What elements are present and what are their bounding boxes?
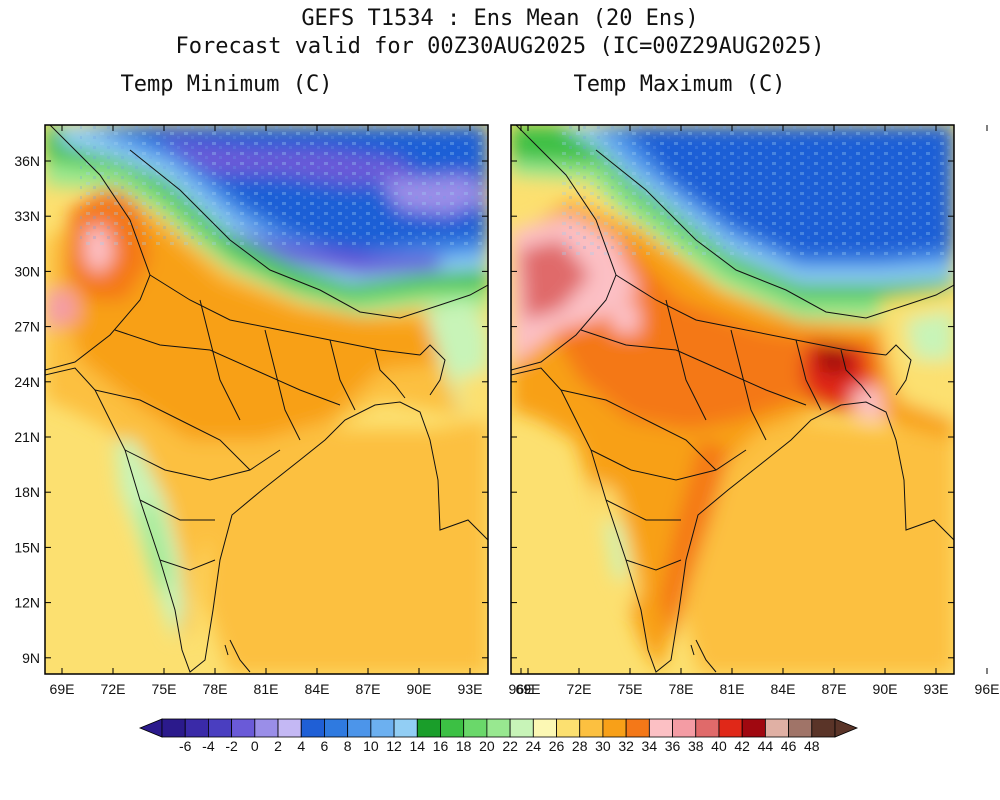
colorbar-swatch [718, 718, 743, 738]
lon-label: 75E [618, 681, 643, 697]
colorbar-swatch [324, 718, 349, 738]
lat-label: 18N [14, 484, 40, 500]
colorbar-swatch [277, 718, 302, 738]
colorbar-swatch [486, 718, 511, 738]
lat-label: 15N [14, 539, 40, 555]
colorbar-swatch [556, 718, 581, 738]
colorbar-swatch [370, 718, 395, 738]
lon-label: 96E [975, 681, 1000, 697]
colorbar-label: 36 [665, 738, 681, 754]
colorbar-label: -6 [179, 738, 192, 754]
colorbar-label: 10 [363, 738, 379, 754]
lat-label: 9N [22, 650, 40, 666]
chart-subtitle: Forecast valid for 00Z30AUG2025 (IC=00Z2… [175, 34, 825, 59]
colorbar-label: 42 [734, 738, 750, 754]
colorbar-label: 22 [502, 738, 518, 754]
colorbar-swatch [393, 718, 418, 738]
lon-label: 96E [509, 681, 534, 697]
colorbar-label: 38 [688, 738, 704, 754]
colorbar-swatch [509, 718, 534, 738]
panel-title-tmin: Temp Minimum (C) [120, 72, 333, 97]
lon-label: 84E [305, 681, 330, 697]
panel-title-tmax: Temp Maximum (C) [573, 72, 786, 97]
colorbar-arrow-right [834, 718, 859, 738]
colorbar-swatch [440, 718, 465, 738]
panel-tmin-map [44, 124, 489, 675]
lon-label: 84E [771, 681, 796, 697]
colorbar-swatch [741, 718, 766, 738]
lat-label: 36N [14, 153, 40, 169]
colorbar-label: 16 [433, 738, 449, 754]
colorbar-label: 46 [781, 738, 797, 754]
colorbar-label: 6 [321, 738, 329, 754]
lon-label: 93E [924, 681, 949, 697]
colorbar-swatch [254, 718, 279, 738]
colorbar-swatch [231, 718, 256, 738]
colorbar-swatch [672, 718, 697, 738]
colorbar-swatch [463, 718, 488, 738]
colorbar-label: 26 [549, 738, 565, 754]
colorbar-label: 24 [526, 738, 542, 754]
colorbar-label: 48 [804, 738, 820, 754]
lat-label: 27N [14, 319, 40, 335]
colorbar-label: 2 [274, 738, 282, 754]
colorbar-label: 20 [479, 738, 495, 754]
lon-label: 93E [458, 681, 483, 697]
lon-label: 69E [516, 681, 541, 697]
lon-label: 72E [101, 681, 126, 697]
colorbar-label: 44 [758, 738, 774, 754]
colorbar-swatch [602, 718, 627, 738]
lat-label: 12N [14, 595, 40, 611]
colorbar-label: 8 [344, 738, 352, 754]
lon-label: 90E [873, 681, 898, 697]
colorbar-label: 34 [642, 738, 658, 754]
lon-label: 87E [822, 681, 847, 697]
colorbar-label: 18 [456, 738, 472, 754]
colorbar-label: 40 [711, 738, 727, 754]
colorbar-label: -4 [202, 738, 215, 754]
colorbar-swatch [161, 718, 186, 738]
lon-label: 90E [407, 681, 432, 697]
colorbar-arrow-left [138, 718, 163, 738]
lon-label: 69E [50, 681, 75, 697]
lon-label: 75E [152, 681, 177, 697]
colorbar-swatch [532, 718, 557, 738]
colorbar-label: 14 [409, 738, 425, 754]
colorbar-label: 30 [595, 738, 611, 754]
colorbar-label: 12 [386, 738, 402, 754]
chart-title: GEFS T1534 : Ens Mean (20 Ens) [301, 6, 699, 31]
lon-label: 72E [567, 681, 592, 697]
colorbar-label: 28 [572, 738, 588, 754]
lat-label: 30N [14, 263, 40, 279]
colorbar-swatch [695, 718, 720, 738]
lon-label: 78E [669, 681, 694, 697]
colorbar-swatch [416, 718, 441, 738]
colorbar-swatch [788, 718, 813, 738]
lon-label: 87E [356, 681, 381, 697]
colorbar: -6 -4 -2 0 2 4 6 8 10 12 14 16 18 20 22 24 26 28 30 32 34 36 3… [138, 718, 859, 754]
colorbar-swatch [208, 718, 233, 738]
colorbar-swatch [811, 718, 836, 738]
colorbar-label: 32 [618, 738, 634, 754]
lat-label: 24N [14, 374, 40, 390]
colorbar-swatch [625, 718, 650, 738]
colorbar-label: -2 [225, 738, 238, 754]
colorbar-swatch [184, 718, 209, 738]
lon-label: 78E [203, 681, 228, 697]
colorbar-swatch [347, 718, 372, 738]
colorbar-swatch [648, 718, 673, 738]
lon-label: 81E [254, 681, 279, 697]
colorbar-swatch [764, 718, 789, 738]
panel-tmax-map [510, 124, 955, 675]
colorbar-label: 4 [297, 738, 305, 754]
colorbar-swatch [579, 718, 604, 738]
lon-label: 81E [720, 681, 745, 697]
colorbar-label: 0 [251, 738, 259, 754]
lat-label: 21N [14, 429, 40, 445]
lat-label: 33N [14, 208, 40, 224]
colorbar-swatch [300, 718, 325, 738]
